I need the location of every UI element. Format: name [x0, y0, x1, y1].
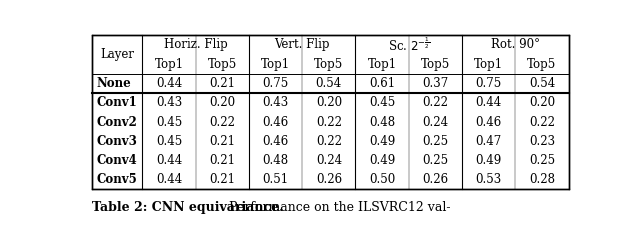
Text: 0.53: 0.53 [476, 173, 502, 186]
Text: 0.61: 0.61 [369, 77, 395, 90]
Text: 0.48: 0.48 [369, 116, 395, 128]
Text: Horiz. Flip: Horiz. Flip [164, 39, 228, 51]
Text: 0.24: 0.24 [422, 116, 449, 128]
Text: Top1: Top1 [367, 58, 397, 71]
Text: 0.49: 0.49 [476, 154, 502, 167]
Text: 0.24: 0.24 [316, 154, 342, 167]
Text: Conv5: Conv5 [97, 173, 137, 186]
Text: 0.45: 0.45 [369, 96, 396, 109]
Text: Top5: Top5 [527, 58, 557, 71]
Text: 0.75: 0.75 [262, 77, 289, 90]
Text: 0.22: 0.22 [316, 135, 342, 148]
Text: 0.21: 0.21 [209, 135, 236, 148]
Text: Top5: Top5 [314, 58, 344, 71]
Text: 0.47: 0.47 [476, 135, 502, 148]
Text: Conv1: Conv1 [97, 96, 137, 109]
Text: 0.21: 0.21 [209, 154, 236, 167]
Text: 0.21: 0.21 [209, 173, 236, 186]
Text: 0.37: 0.37 [422, 77, 449, 90]
Text: Top1: Top1 [154, 58, 184, 71]
Text: 0.75: 0.75 [476, 77, 502, 90]
Text: 0.20: 0.20 [529, 96, 555, 109]
Text: 0.46: 0.46 [262, 135, 289, 148]
Text: 0.44: 0.44 [476, 96, 502, 109]
Text: 0.51: 0.51 [262, 173, 289, 186]
Text: 0.46: 0.46 [476, 116, 502, 128]
Text: Conv3: Conv3 [97, 135, 137, 148]
Text: Top1: Top1 [261, 58, 290, 71]
Text: 0.49: 0.49 [369, 154, 396, 167]
Text: 0.48: 0.48 [262, 154, 289, 167]
Text: 0.26: 0.26 [422, 173, 449, 186]
Text: 0.44: 0.44 [156, 173, 182, 186]
Text: 0.46: 0.46 [262, 116, 289, 128]
Text: 0.54: 0.54 [316, 77, 342, 90]
Text: Conv4: Conv4 [97, 154, 137, 167]
Text: 0.25: 0.25 [529, 154, 555, 167]
Text: Conv2: Conv2 [97, 116, 137, 128]
Text: Layer: Layer [100, 48, 134, 61]
Text: 0.28: 0.28 [529, 173, 555, 186]
Text: Sc. $2^{-\frac{1}{2}}$: Sc. $2^{-\frac{1}{2}}$ [388, 36, 430, 54]
Text: 0.25: 0.25 [422, 135, 449, 148]
Text: 0.54: 0.54 [529, 77, 555, 90]
Text: 0.44: 0.44 [156, 77, 182, 90]
Text: 0.22: 0.22 [316, 116, 342, 128]
Text: 0.49: 0.49 [369, 135, 396, 148]
Text: 0.50: 0.50 [369, 173, 396, 186]
Text: 0.20: 0.20 [209, 96, 236, 109]
Text: 0.43: 0.43 [156, 96, 182, 109]
Text: 0.44: 0.44 [156, 154, 182, 167]
Text: None: None [97, 77, 131, 90]
Text: 0.20: 0.20 [316, 96, 342, 109]
Text: Performance on the ILSVRC12 val-: Performance on the ILSVRC12 val- [225, 201, 451, 214]
Text: Table 2: CNN equivariance.: Table 2: CNN equivariance. [92, 201, 284, 214]
Text: 0.26: 0.26 [316, 173, 342, 186]
Text: 0.22: 0.22 [529, 116, 555, 128]
Text: 0.45: 0.45 [156, 116, 182, 128]
Text: Vert. Flip: Vert. Flip [275, 39, 330, 51]
Text: 0.22: 0.22 [209, 116, 236, 128]
Text: Top5: Top5 [420, 58, 450, 71]
Text: 0.25: 0.25 [422, 154, 449, 167]
Text: 0.23: 0.23 [529, 135, 555, 148]
Text: 0.45: 0.45 [156, 135, 182, 148]
Text: Top5: Top5 [207, 58, 237, 71]
Text: Rot. 90°: Rot. 90° [491, 39, 540, 51]
Text: 0.43: 0.43 [262, 96, 289, 109]
Text: 0.22: 0.22 [422, 96, 449, 109]
Text: Top1: Top1 [474, 58, 503, 71]
Text: 0.21: 0.21 [209, 77, 236, 90]
